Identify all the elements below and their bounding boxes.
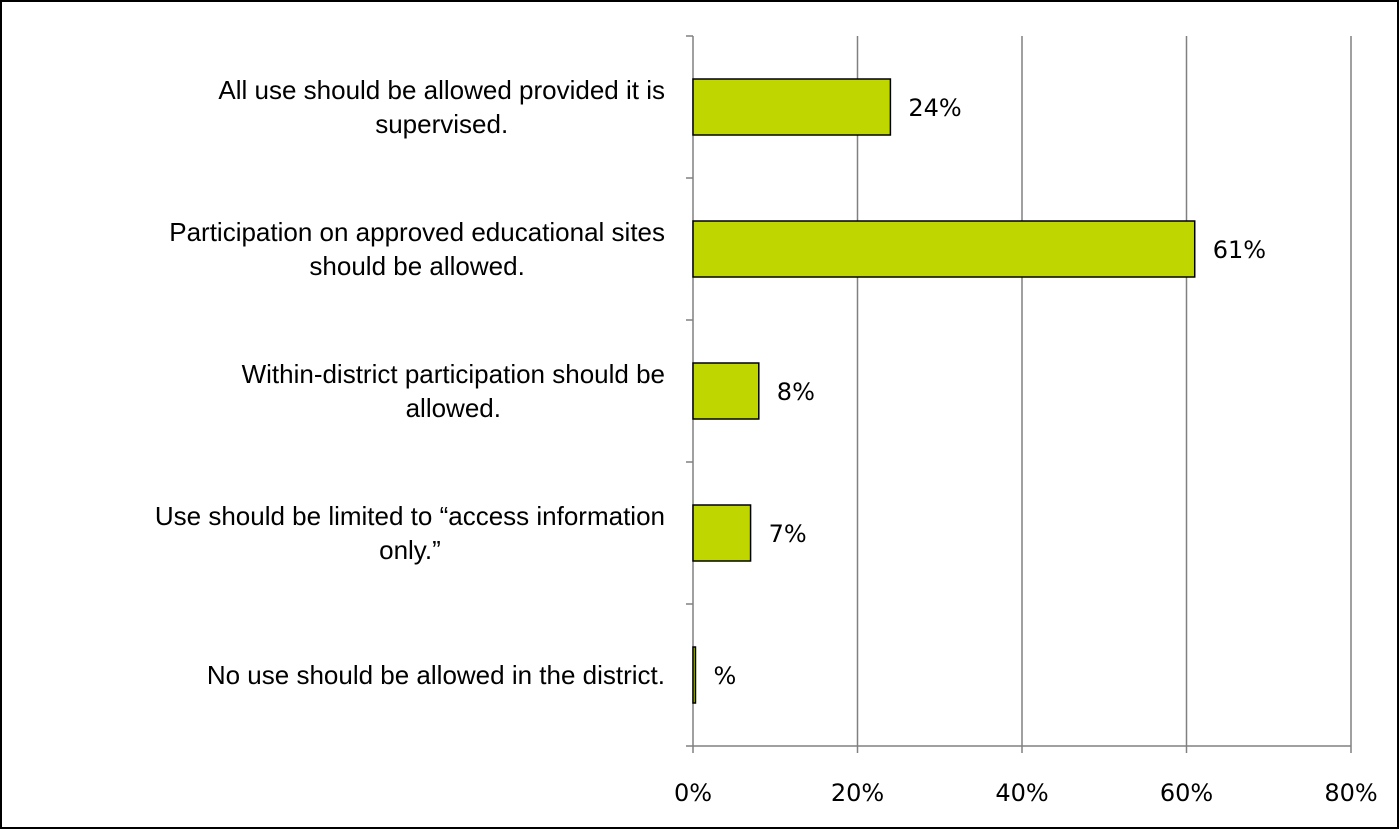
data-label: 61% (1213, 236, 1266, 264)
labels: 0% 20% 40% 60% 80% 24% All use should be allow… (155, 75, 1378, 807)
data-label: % (713, 662, 736, 690)
gridlines (856, 36, 1352, 746)
category-label: No use should be allowed in the district… (207, 660, 665, 690)
bars (692, 78, 1196, 704)
bar (692, 504, 752, 562)
category-label: Participation on approved educational si… (169, 217, 665, 281)
bar (692, 78, 892, 136)
data-label: 24% (908, 94, 961, 122)
category-label: Use should be limited to “access informa… (155, 501, 665, 565)
bar (692, 362, 760, 420)
x-tick-label: 60% (1160, 779, 1213, 807)
bar (692, 646, 697, 704)
x-tick-label: 20% (831, 779, 884, 807)
x-tick-label: 80% (1324, 779, 1377, 807)
category-label: Within-district participation should be a… (242, 359, 665, 423)
x-tick-label: 0% (674, 779, 712, 807)
x-tick-label: 40% (995, 779, 1048, 807)
category-label: All use should be allowed provided it is… (218, 75, 665, 139)
data-label: 7% (769, 520, 807, 548)
bar (692, 220, 1196, 278)
data-label: 8% (777, 378, 815, 406)
